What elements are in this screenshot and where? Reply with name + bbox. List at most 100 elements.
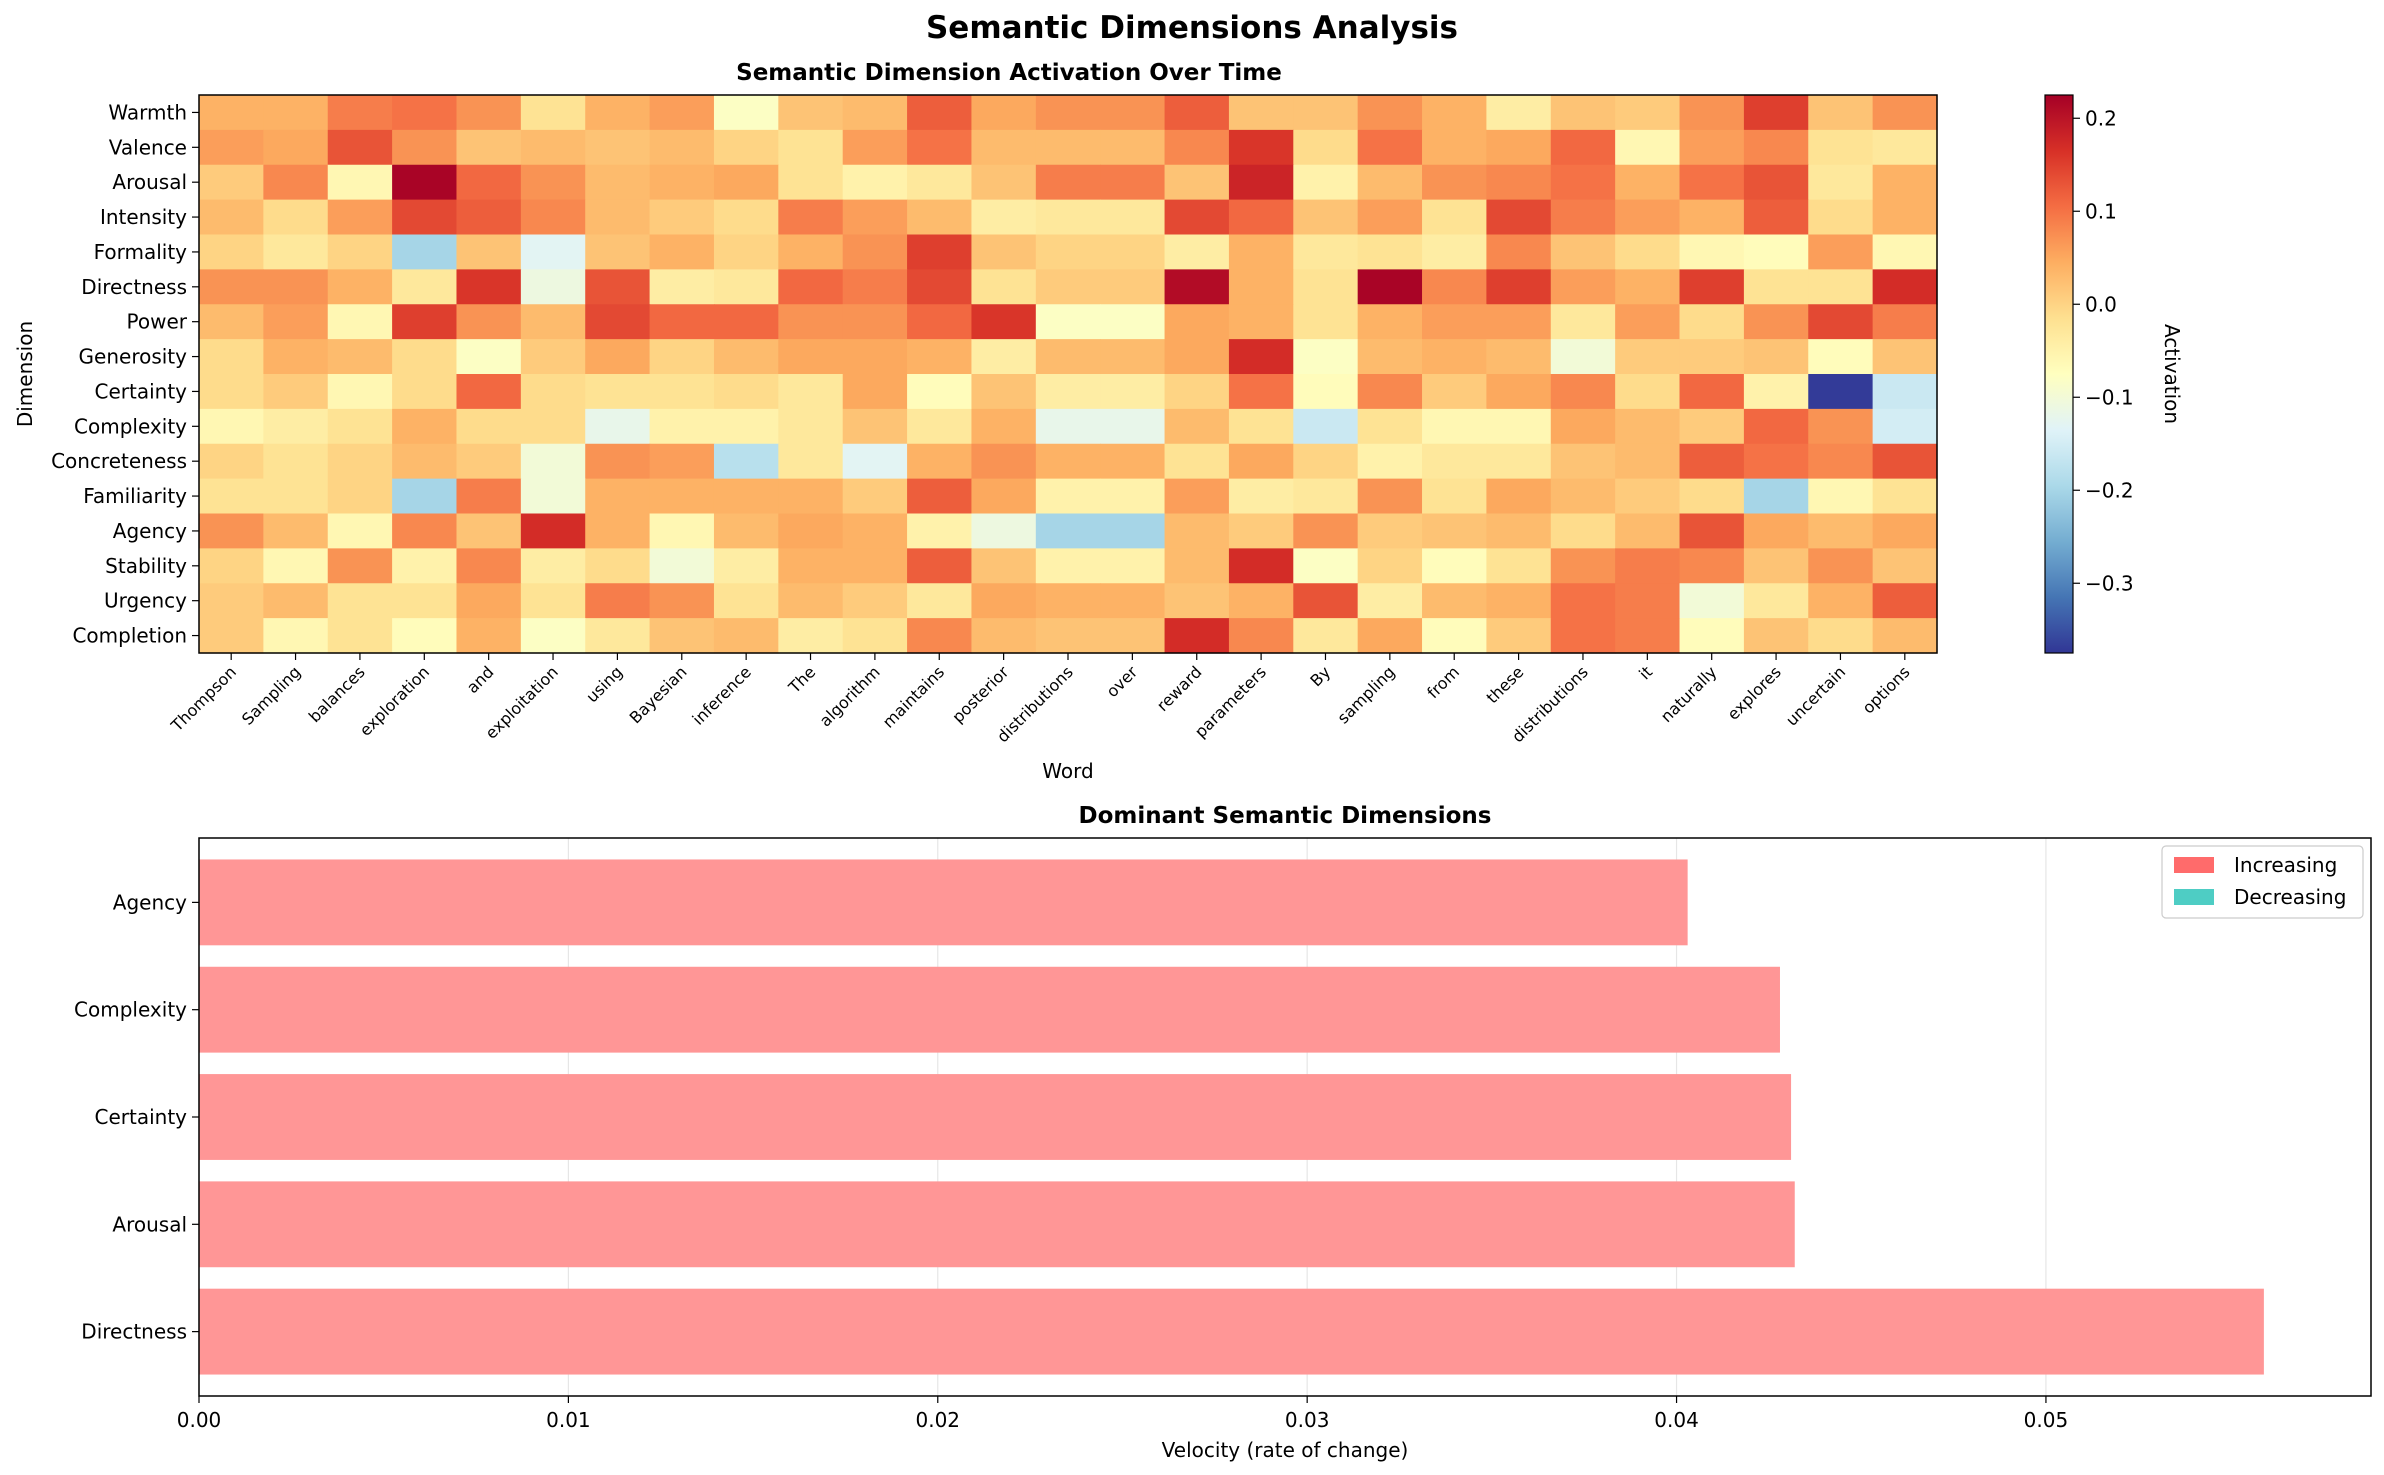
- bar-x-ticks: 0.00 0.01 0.02 0.03 0.04 0.05: [177, 1396, 2068, 1432]
- heatmap-cell-familiarity-16: [1164, 478, 1230, 515]
- heatmap-cell-concreteness-3: [327, 443, 393, 480]
- colorbar-ticks: 0.2 0.1 0.0 −0.1 −0.2 −0.3: [2073, 106, 2134, 595]
- heatmap-cell-warmth-13: [971, 95, 1037, 131]
- heatmap-cell-completion-5: [456, 618, 522, 654]
- heatmap-cell-stability-24: [1679, 548, 1745, 584]
- heatmap-cell-intensity-1: [199, 199, 264, 236]
- heatmap-cell-agency-12: [907, 513, 973, 549]
- heatmap-cell-urgency-16: [1164, 583, 1230, 619]
- bar-xtick-label: 0.03: [1285, 1408, 1330, 1432]
- heatmap-cell-formality-11: [842, 234, 908, 270]
- heatmap-cell-directness-14: [1035, 269, 1101, 305]
- heatmap-cell-stability-19: [1357, 548, 1423, 584]
- heatmap-cell-agency-19: [1357, 513, 1423, 549]
- heatmap-cell-concreteness-1: [199, 443, 264, 480]
- heatmap-cell-familiarity-27: [1872, 478, 1938, 515]
- heatmap-cell-urgency-25: [1743, 583, 1809, 619]
- heatmap-cell-arousal-16: [1164, 164, 1230, 201]
- heatmap-cell-familiarity-2: [263, 478, 329, 515]
- heatmap-cell-intensity-12: [907, 199, 973, 236]
- heatmap-cell-directness-9: [713, 269, 779, 305]
- heatmap-cell-agency-10: [778, 513, 844, 549]
- heatmap-row-label: Urgency: [104, 589, 187, 613]
- heatmap-cell-stability-15: [1100, 548, 1166, 584]
- heatmap-cell-agency-24: [1679, 513, 1745, 549]
- heatmap-cell-directness-25: [1743, 269, 1809, 305]
- heatmap-cell-formality-6: [520, 234, 586, 270]
- heatmap-cell-concreteness-26: [1808, 443, 1874, 480]
- heatmap-row-label: Intensity: [100, 205, 187, 229]
- heatmap-cell-formality-13: [971, 234, 1037, 270]
- heatmap-cell-generosity-8: [649, 339, 715, 375]
- heatmap-cell-warmth-10: [778, 95, 844, 131]
- bar-title: Dominant Semantic Dimensions: [1079, 803, 1492, 829]
- heatmap-cell-valence-3: [327, 129, 393, 166]
- heatmap-cell-agency-15: [1100, 513, 1166, 549]
- heatmap-cell-urgency-13: [971, 583, 1037, 619]
- heatmap-cell-generosity-6: [520, 339, 586, 375]
- heatmap-cell-valence-21: [1486, 129, 1552, 166]
- heatmap-cell-completion-18: [1293, 618, 1359, 654]
- heatmap-cell-urgency-12: [907, 583, 973, 619]
- bar-certainty: [199, 1074, 1792, 1160]
- heatmap-cell-urgency-3: [327, 583, 393, 619]
- heatmap-cell-formality-9: [713, 234, 779, 270]
- heatmap-cell-urgency-22: [1550, 583, 1616, 619]
- heatmap-cell-intensity-9: [713, 199, 779, 236]
- heatmap-cell-warmth-17: [1228, 95, 1294, 131]
- heatmap-cell-valence-8: [649, 129, 715, 166]
- heatmap-cell-intensity-19: [1357, 199, 1423, 236]
- heatmap-cell-intensity-26: [1808, 199, 1874, 236]
- heatmap-cell-familiarity-5: [456, 478, 522, 515]
- heatmap-cell-concreteness-22: [1550, 443, 1616, 480]
- heatmap-cell-formality-19: [1357, 234, 1423, 270]
- bar-directness: [199, 1288, 2264, 1375]
- heatmap-cell-agency-11: [842, 513, 908, 549]
- heatmap-cell-familiarity-9: [713, 478, 779, 515]
- heatmap-cell-concreteness-10: [778, 443, 844, 480]
- heatmap-cell-warmth-7: [585, 95, 651, 131]
- heatmap-cell-arousal-6: [520, 164, 586, 201]
- heatmap-cell-arousal-11: [842, 164, 908, 201]
- heatmap-cell-agency-18: [1293, 513, 1359, 549]
- heatmap-cell-generosity-17: [1228, 339, 1294, 375]
- heatmap-cell-agency-13: [971, 513, 1037, 549]
- heatmap-cell-generosity-7: [585, 339, 651, 375]
- heatmap-cell-familiarity-7: [585, 478, 651, 515]
- heatmap-cell-complexity-23: [1615, 408, 1681, 445]
- heatmap-cell-certainty-18: [1293, 374, 1359, 410]
- heatmap-cell-stability-17: [1228, 548, 1294, 584]
- heatmap-cell-arousal-12: [907, 164, 973, 201]
- heatmap-cell-formality-18: [1293, 234, 1359, 270]
- heatmap-cell-familiarity-20: [1422, 478, 1488, 515]
- heatmap-cell-stability-2: [263, 548, 329, 584]
- heatmap-cell-valence-7: [585, 129, 651, 166]
- heatmap-cell-agency-25: [1743, 513, 1809, 549]
- heatmap-cell-directness-21: [1486, 269, 1552, 305]
- heatmap-cell-intensity-24: [1679, 199, 1745, 236]
- heatmap-cell-concreteness-11: [842, 443, 908, 480]
- heatmap-cell-valence-14: [1035, 129, 1101, 166]
- heatmap-row-label: Generosity: [79, 345, 188, 369]
- heatmap-cell-complexity-12: [907, 408, 973, 445]
- heatmap-cell-completion-9: [713, 618, 779, 654]
- bar-xtick-label: 0.04: [1654, 1408, 1699, 1432]
- heatmap-cell-valence-23: [1615, 129, 1681, 166]
- bar-xtick-label: 0.00: [177, 1408, 222, 1432]
- heatmap-cell-intensity-21: [1486, 199, 1552, 236]
- heatmap-cell-arousal-15: [1100, 164, 1166, 201]
- heatmap-ylabel: Dimension: [13, 321, 37, 427]
- heatmap-cell-power-2: [263, 304, 329, 340]
- heatmap-cell-warmth-26: [1808, 95, 1874, 131]
- heatmap-cell-familiarity-17: [1228, 478, 1294, 515]
- heatmap-cell-agency-23: [1615, 513, 1681, 549]
- bar-category-label: Complexity: [74, 998, 187, 1022]
- heatmap-cell-directness-10: [778, 269, 844, 305]
- heatmap-cell-formality-10: [778, 234, 844, 270]
- heatmap-cell-urgency-15: [1100, 583, 1166, 619]
- heatmap-cell-valence-2: [263, 129, 329, 166]
- heatmap-cell-generosity-20: [1422, 339, 1488, 375]
- heatmap-cell-complexity-25: [1743, 408, 1809, 445]
- heatmap-cell-valence-13: [971, 129, 1037, 166]
- heatmap-row-label: Stability: [105, 554, 187, 578]
